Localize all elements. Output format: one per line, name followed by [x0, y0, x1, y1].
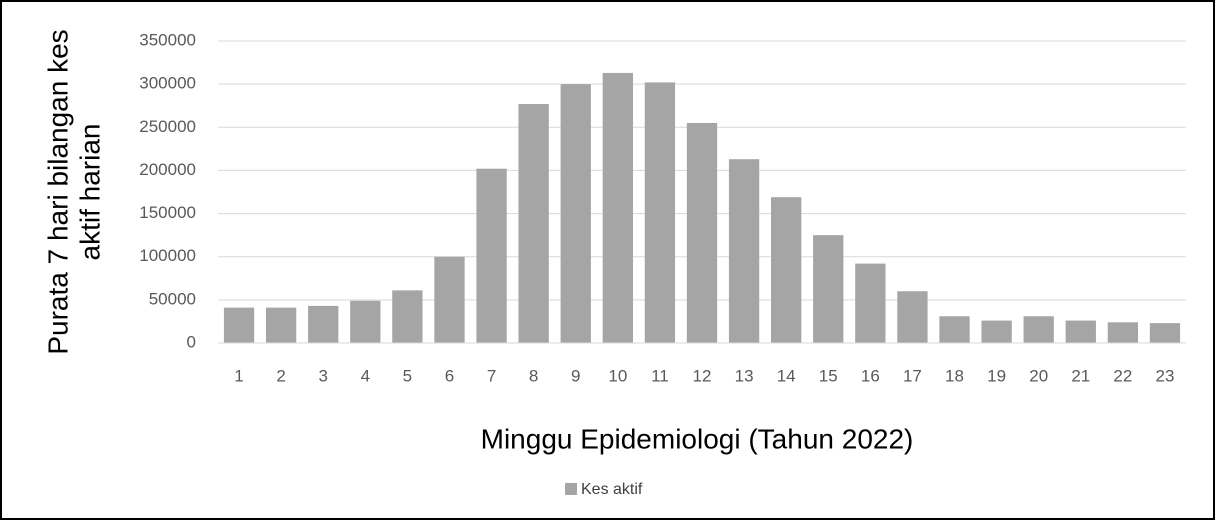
y-tick-label: 200000 — [139, 160, 196, 179]
bar — [1107, 322, 1139, 343]
x-tick-label: 7 — [487, 366, 496, 385]
x-tick-label: 3 — [318, 366, 327, 385]
y-axis-title-line: aktif harian — [74, 124, 105, 261]
y-tick-label: 50000 — [149, 289, 196, 308]
bar — [560, 84, 591, 344]
x-tick-label: 23 — [1155, 366, 1174, 385]
legend-swatch — [565, 483, 577, 495]
y-tick-label: 300000 — [139, 74, 196, 93]
x-axis-title: Minggu Epidemiologi (Tahun 2022) — [481, 423, 914, 454]
x-tick-label: 11 — [651, 366, 669, 385]
bar — [265, 307, 297, 343]
bar — [434, 256, 465, 343]
y-tick-label: 100000 — [139, 246, 196, 265]
y-tick-label: 150000 — [139, 203, 196, 222]
bar — [308, 305, 339, 343]
bar — [1149, 323, 1181, 343]
bar — [1065, 320, 1096, 343]
bar — [1023, 316, 1054, 343]
bar — [223, 307, 255, 343]
x-tick-label: 17 — [903, 366, 922, 385]
bar — [686, 122, 718, 343]
x-tick-label: 2 — [276, 366, 285, 385]
y-tick-label: 350000 — [139, 30, 196, 49]
bar — [939, 316, 970, 343]
bar — [771, 197, 802, 343]
x-tick-label: 20 — [1029, 366, 1048, 385]
x-tick-label: 6 — [445, 366, 454, 385]
x-tick-label: 14 — [777, 366, 796, 385]
x-tick-label: 15 — [819, 366, 838, 385]
y-axis-title-line: Purata 7 hari bilangan kes — [42, 29, 73, 354]
x-tick-label: 19 — [987, 366, 1006, 385]
legend-label: Kes aktif — [581, 481, 643, 498]
bar — [855, 263, 886, 343]
x-tick-label: 9 — [571, 366, 580, 385]
x-tick-label: 13 — [735, 366, 754, 385]
x-tick-label: 10 — [608, 366, 627, 385]
bar — [644, 82, 676, 343]
bar — [602, 72, 633, 343]
x-tick-label: 18 — [945, 366, 964, 385]
bar — [476, 168, 507, 343]
bar — [392, 290, 423, 343]
x-tick-label: 22 — [1113, 366, 1132, 385]
x-tick-label: 5 — [403, 366, 412, 385]
x-tick-label: 16 — [861, 366, 880, 385]
x-tick-label: 8 — [529, 366, 538, 385]
x-tick-label: 21 — [1071, 366, 1090, 385]
bar — [518, 103, 549, 343]
y-axis-title: Purata 7 hari bilangan kes aktif harian — [42, 29, 105, 354]
bar — [813, 235, 844, 343]
y-tick-label: 0 — [187, 332, 196, 351]
bar — [350, 300, 381, 343]
x-tick-label: 12 — [693, 366, 712, 385]
y-tick-label: 250000 — [139, 117, 196, 136]
bar — [897, 291, 928, 343]
x-tick-label: 1 — [234, 366, 243, 385]
x-tick-label: 4 — [361, 366, 370, 385]
bar — [728, 159, 760, 343]
bar — [981, 320, 1012, 343]
